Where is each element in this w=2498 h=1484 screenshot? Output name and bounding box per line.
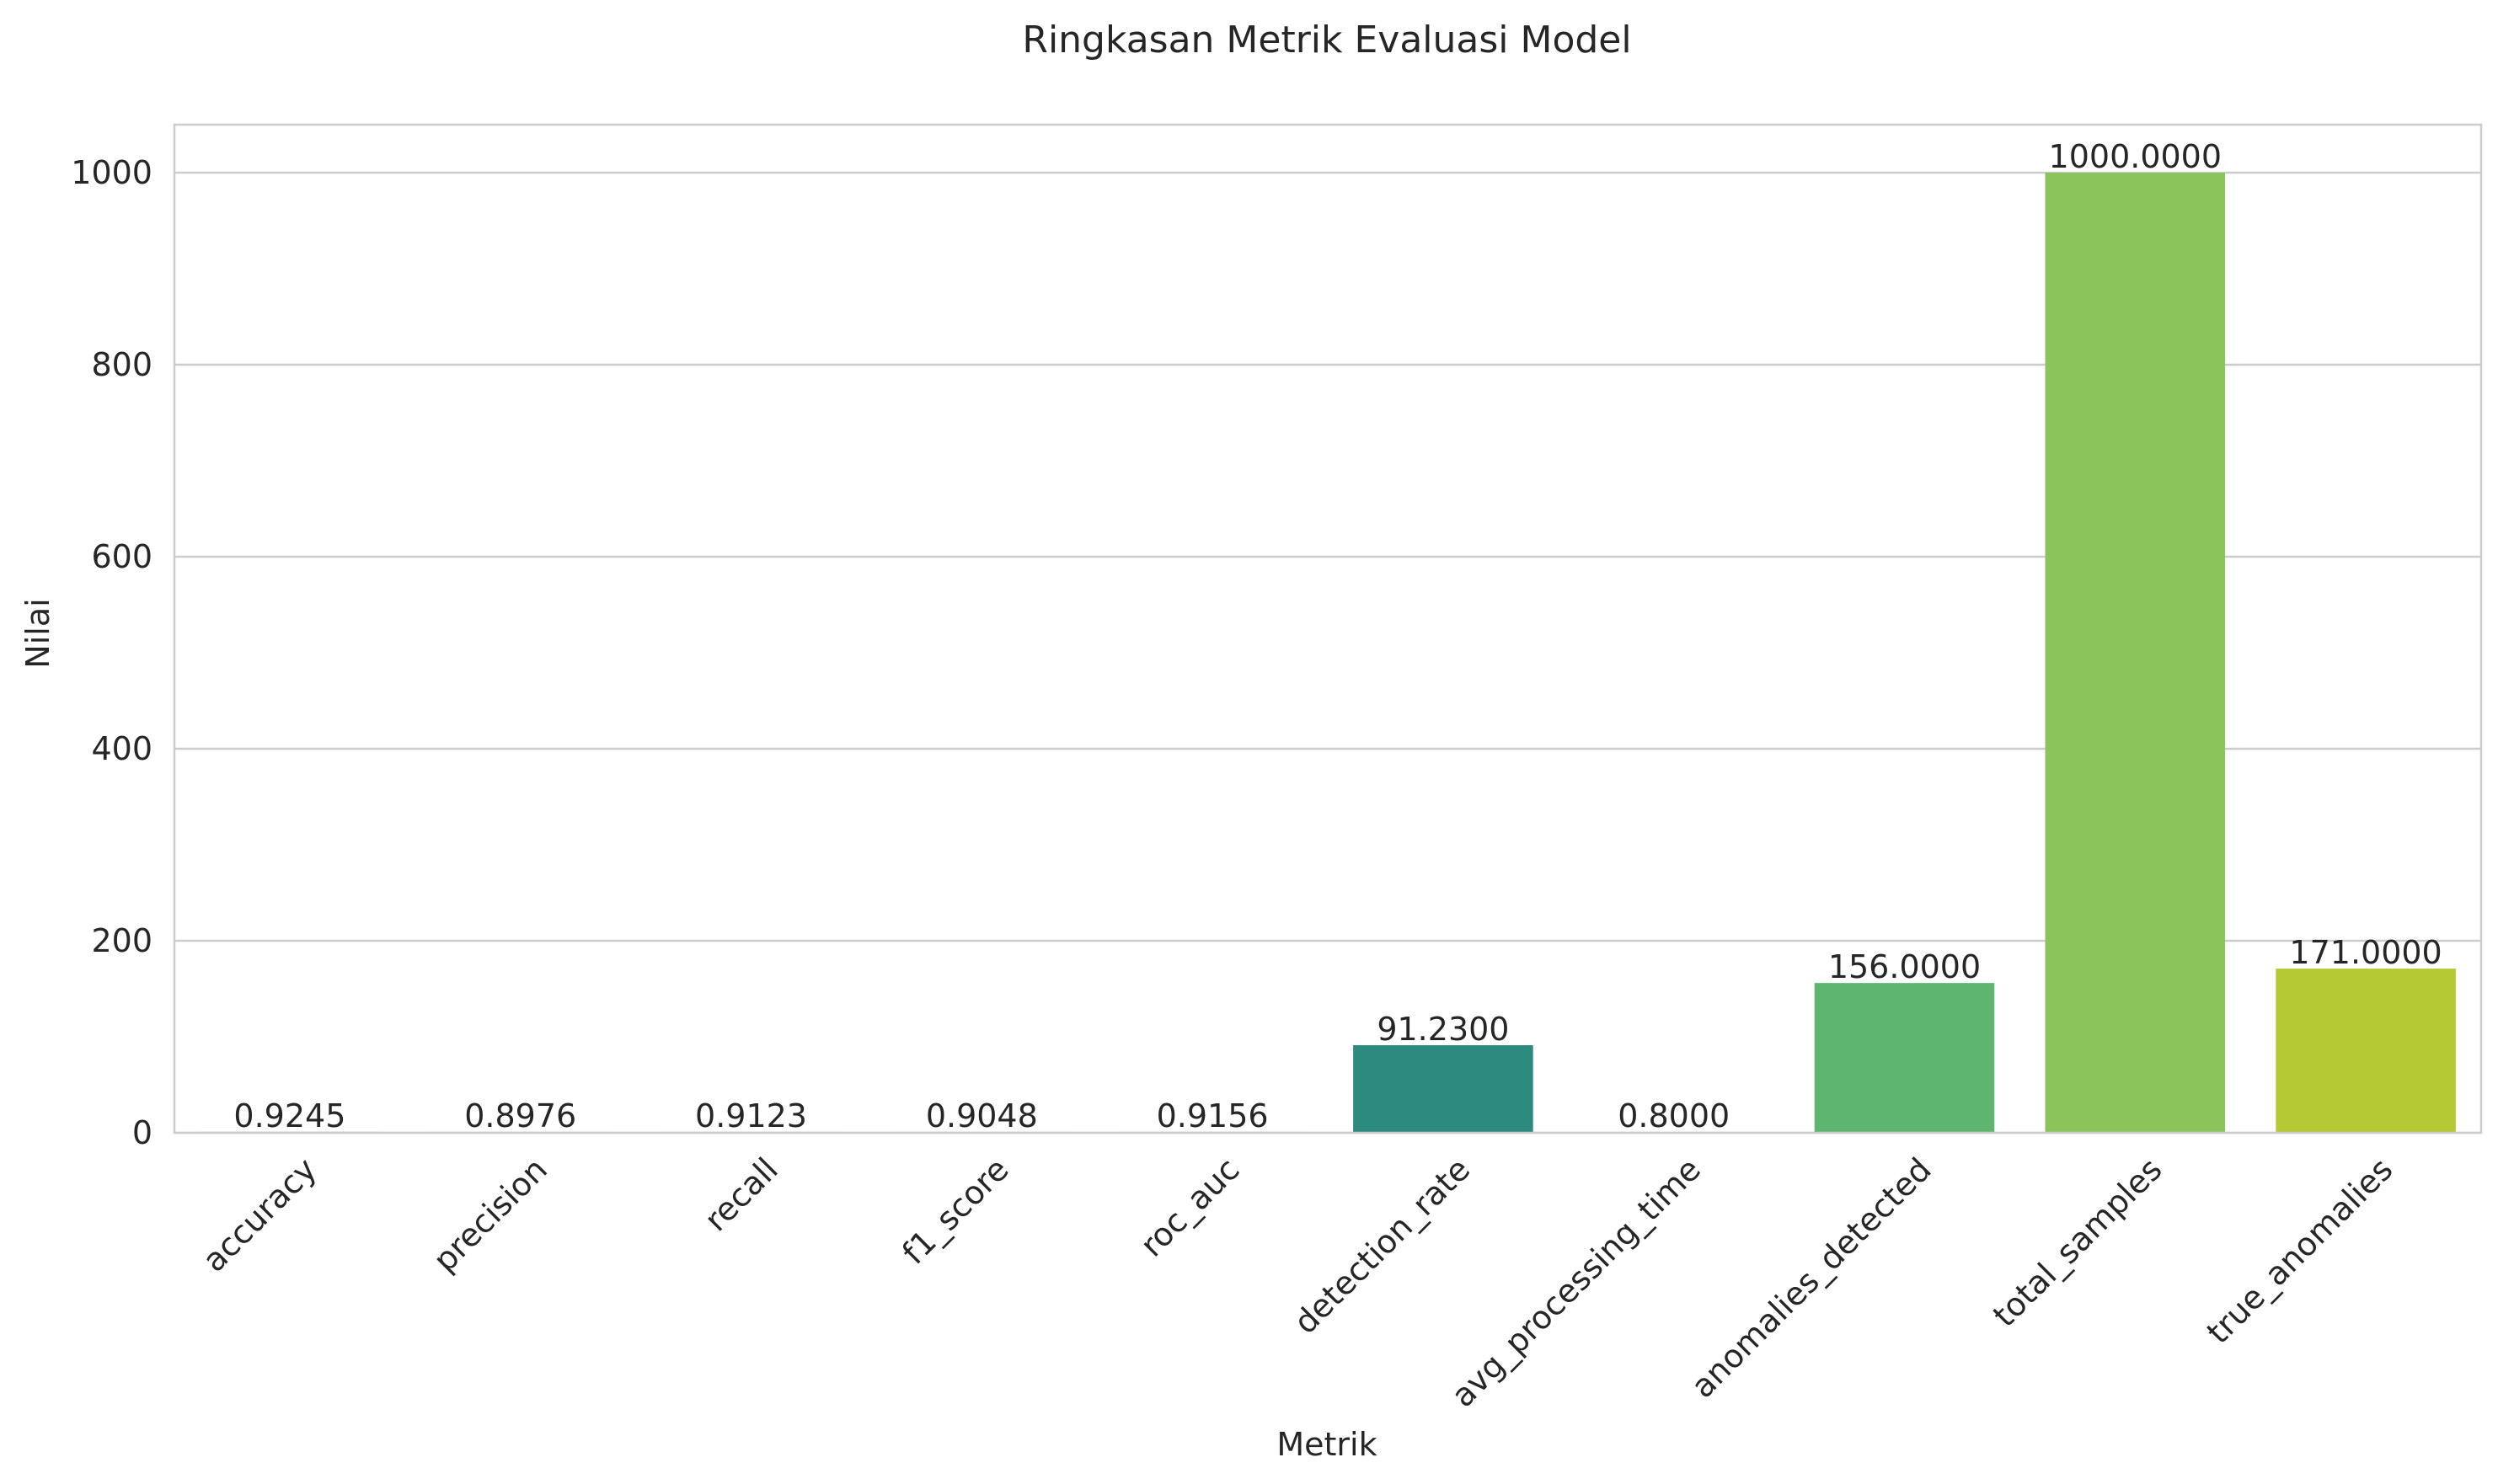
x-tick-label: avg_processing_time: [1444, 1150, 1708, 1414]
x-axis-ticks: accuracy precision recall f1_score roc_auc de…: [195, 1150, 2400, 1414]
data-label-total-samples: 1000.0000: [2049, 138, 2223, 175]
data-label-accuracy: 0.9245: [233, 1097, 345, 1134]
plot-frame: [173, 123, 2483, 1134]
x-tick-label: detection_rate: [1286, 1150, 1477, 1341]
x-tick-label: anomalies_detected: [1684, 1150, 1939, 1405]
x-tick-label: roc_auc: [1133, 1150, 1246, 1263]
data-labels: 0.9245 0.8976 0.9123 0.9048 0.9156 91.2300 0.8…: [233, 138, 2442, 1134]
bar-total-samples: [2045, 173, 2226, 1133]
data-label-f1-score: 0.9048: [926, 1097, 1038, 1134]
data-label-avg-processing-time: 0.8000: [1618, 1097, 1730, 1134]
x-tick-label: total_samples: [1986, 1150, 2169, 1334]
x-tick-label: accuracy: [195, 1150, 324, 1278]
x-tick-label: f1_score: [895, 1150, 1015, 1271]
bars: [200, 173, 2456, 1133]
chart-title: Ringkasan Metrik Evaluasi Model: [1022, 19, 1631, 61]
data-label-true-anomalies: 171.0000: [2289, 934, 2442, 971]
y-tick-label: 600: [91, 538, 152, 575]
x-tick-label: true_anomalies: [2200, 1150, 2400, 1351]
data-label-anomalies-detected: 156.0000: [1828, 948, 1981, 985]
x-tick-label: precision: [426, 1150, 554, 1278]
bar-true-anomalies: [2276, 969, 2456, 1133]
data-label-recall: 0.9123: [695, 1097, 807, 1134]
data-label-roc-auc: 0.9156: [1157, 1097, 1269, 1134]
x-tick-label: recall: [698, 1150, 785, 1238]
y-axis-ticks: 0 200 400 600 800 1000: [71, 154, 152, 1151]
bar-detection-rate: [1353, 1044, 1533, 1133]
y-tick-label: 200: [91, 922, 152, 959]
y-tick-label: 0: [132, 1114, 152, 1151]
y-tick-label: 800: [91, 346, 152, 383]
bar-anomalies-detected: [1814, 983, 1995, 1133]
x-axis-title: Metrik: [1276, 1426, 1377, 1463]
y-axis-title: Nilai: [19, 598, 56, 668]
data-label-detection-rate: 91.2300: [1377, 1011, 1509, 1048]
y-tick-label: 400: [91, 730, 152, 767]
y-tick-label: 1000: [71, 154, 152, 191]
data-label-precision: 0.8976: [464, 1097, 576, 1134]
